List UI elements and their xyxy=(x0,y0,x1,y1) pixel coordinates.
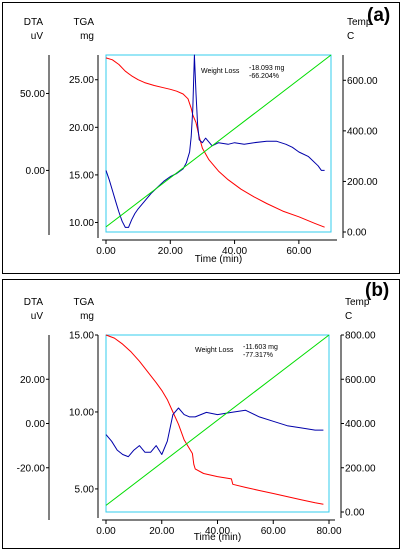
dta-tick-label-a-0: 50.00 xyxy=(20,89,45,100)
temp-tick-label-b-0: 800.00 xyxy=(345,331,376,342)
temp-axis-unit-b: C xyxy=(345,311,352,322)
dta-curve-a xyxy=(105,54,325,228)
x-tick-label-a-1: 20.00 xyxy=(158,246,183,257)
dta-tick-label-b-1: 0.00 xyxy=(26,419,46,430)
dta-tick-label-b-0: 20.00 xyxy=(20,375,45,386)
temp-tick-label-a-0: 600.00 xyxy=(347,76,378,87)
tga-tick-label-a-0: 25.00 xyxy=(69,75,94,86)
weight-loss-value-b-1: -77.317% xyxy=(243,352,273,359)
weight-loss-value-a-1: -66.204% xyxy=(249,73,279,80)
tga-tick-label-a-2: 15.00 xyxy=(69,170,94,181)
temp-tick-label-b-4: 0.00 xyxy=(345,508,365,519)
temp-tick-label-b-3: 200.00 xyxy=(345,463,376,474)
temp-tick-label-b-1: 600.00 xyxy=(345,375,376,386)
temperature-line-b xyxy=(105,334,330,506)
tga-axis-name-b: TGA xyxy=(73,297,94,308)
chart-b-svg: DTA uV TGA mg Temp C 20.00 0.00 -20.00 15.00 10.00… xyxy=(17,297,376,543)
tga-tick-label-a-1: 20.00 xyxy=(69,123,94,134)
weight-loss-value-a-0: -18.093 mg xyxy=(249,65,285,72)
x-axis-title-b: Time (min) xyxy=(194,532,241,543)
tga-tick-label-b-0: 15.00 xyxy=(69,331,94,342)
chart-a-svg: DTA uV TGA mg Temp C 50.00 0.00 25.00 20.00 15.00 1… xyxy=(20,17,378,265)
dta-curve-b xyxy=(105,407,324,458)
dta-axis-unit-b: uV xyxy=(31,311,44,322)
temp-axis-name-a: Temp xyxy=(347,17,372,28)
x-tick-label-b-4: 80.00 xyxy=(316,526,341,537)
dta-tick-label-a-1: 0.00 xyxy=(26,166,46,177)
x-axis-title-a: Time (min) xyxy=(195,254,242,265)
temp-tick-label-a-3: 0.00 xyxy=(347,228,367,239)
temp-tick-label-b-2: 400.00 xyxy=(345,419,376,430)
tga-curve-b xyxy=(105,334,324,505)
weight-loss-title-b: Weight Loss xyxy=(195,347,234,354)
tga-axis-name-a: TGA xyxy=(73,17,94,28)
x-tick-label-b-0: 0.00 xyxy=(96,526,116,537)
panel-b: DTA uV TGA mg Temp C 20.00 0.00 -20.00 15.00 10.00… xyxy=(2,279,400,549)
temp-axis-unit-a: C xyxy=(347,31,354,42)
tga-tick-label-b-2: 5.00 xyxy=(75,484,95,495)
x-tick-label-b-2: 40.00 xyxy=(205,526,230,537)
panel-label-a: (a) xyxy=(367,5,391,26)
dta-axis-unit-a: uV xyxy=(31,31,44,42)
dta-axis-name-a: DTA xyxy=(24,17,44,28)
temp-tick-label-a-1: 400.00 xyxy=(347,126,378,137)
x-tick-label-b-3: 60.00 xyxy=(261,526,286,537)
x-tick-label-a-2: 40.00 xyxy=(222,246,247,257)
panel-label-b: (b) xyxy=(365,280,390,301)
dta-tick-label-b-2: -20.00 xyxy=(17,463,46,474)
panel-a: DTA uV TGA mg Temp C 50.00 0.00 25.00 20.00 15.00 1… xyxy=(2,2,400,274)
tga-axis-unit-b: mg xyxy=(80,311,94,322)
x-tick-label-a-3: 60.00 xyxy=(286,246,311,257)
tga-tick-label-b-1: 10.00 xyxy=(69,407,94,418)
temperature-line-a xyxy=(105,54,332,228)
tga-tick-label-a-3: 10.00 xyxy=(69,218,94,229)
weight-loss-title-a: Weight Loss xyxy=(201,68,240,75)
dta-axis-name-b: DTA xyxy=(24,297,44,308)
x-tick-label-a-0: 0.00 xyxy=(96,246,116,257)
plot-frame-a xyxy=(105,54,332,233)
weight-loss-value-b-0: -11.603 mg xyxy=(243,344,278,351)
x-tick-label-b-1: 20.00 xyxy=(149,526,174,537)
tga-curve-a xyxy=(105,57,325,228)
plot-frame-b xyxy=(105,334,330,513)
tga-axis-unit-a: mg xyxy=(80,31,94,42)
temp-axis-name-b: Temp xyxy=(345,297,370,308)
temp-tick-label-a-2: 200.00 xyxy=(347,177,378,188)
